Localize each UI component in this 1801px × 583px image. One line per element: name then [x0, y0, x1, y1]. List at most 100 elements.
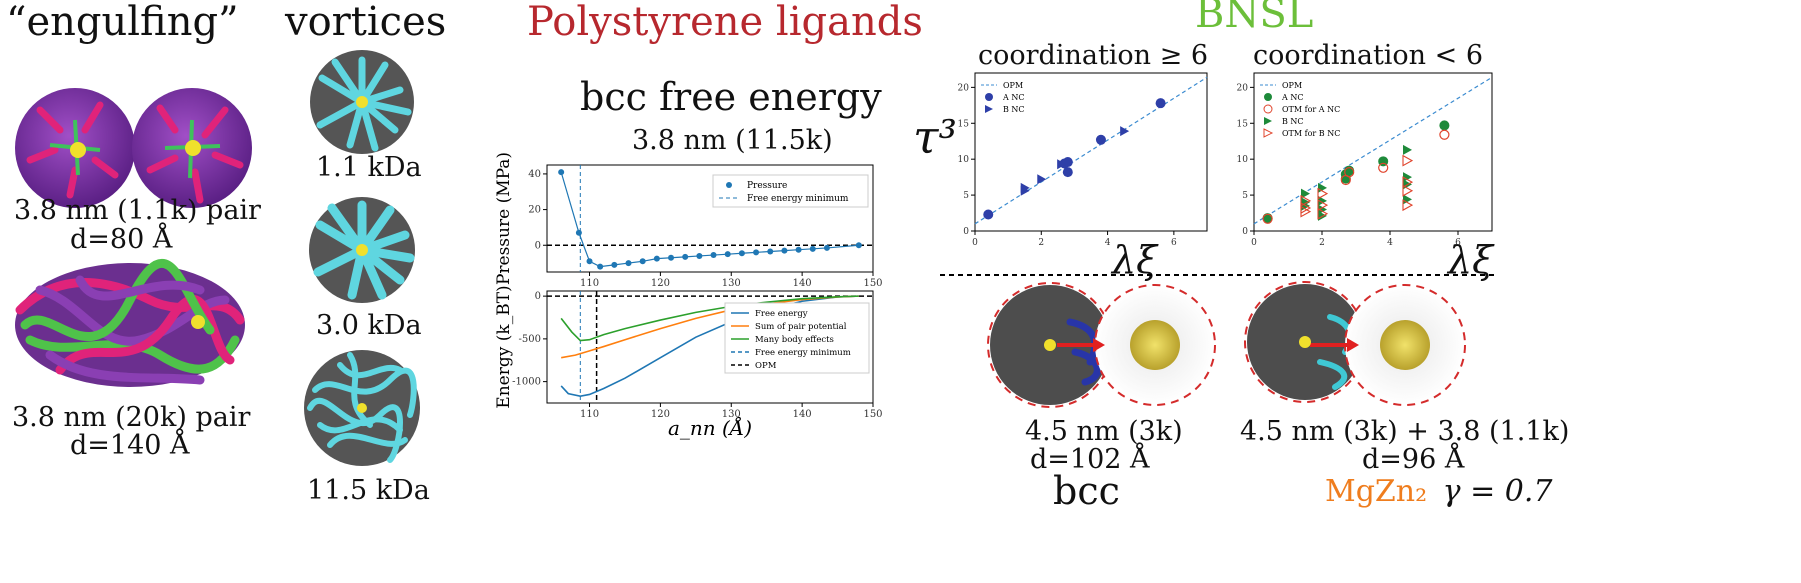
legend-label: Free energy minimum	[755, 348, 851, 358]
x-axis-label: a_nn (Å)	[668, 415, 752, 440]
bcc-render	[987, 282, 1216, 408]
vortex-11.5kDa-render	[304, 350, 420, 466]
b-nc-point	[1318, 195, 1327, 206]
legend-marker	[1263, 128, 1274, 138]
coord-lt6-title: coordination < 6	[1253, 40, 1484, 71]
otm-a-nc-point	[1344, 167, 1355, 178]
pressure-point	[781, 247, 788, 254]
pressure-point	[809, 245, 816, 252]
b-nc-point	[1403, 144, 1412, 155]
x-tick-label-2: 2	[1038, 238, 1044, 248]
legend-box	[712, 174, 869, 208]
pressure-point	[653, 255, 660, 262]
nc-pair-2-render	[15, 258, 245, 387]
mgzn2-distance: d=96 Å	[1362, 444, 1465, 475]
pressure-point	[823, 244, 830, 251]
x-tick-label-0: 0	[1251, 238, 1257, 248]
pressure-chart: 110 120 130 140 150 0 20 40 Pressure (MPa) Pressu…	[494, 152, 883, 289]
x-tick-label-6: 6	[1171, 238, 1177, 248]
b-nc-point	[1403, 172, 1412, 183]
legend-label: A NC	[1002, 93, 1024, 102]
coord-ge6-title: coordination ≥ 6	[978, 40, 1209, 71]
y-tick-label-15: 15	[1237, 119, 1249, 129]
x-tick-label-130: 130	[722, 409, 741, 420]
legend-label: OPM	[1003, 81, 1023, 90]
x-tick-label-150: 150	[863, 278, 882, 289]
vortices-header: vortices	[285, 0, 447, 45]
y-tick-label--1000: -1000	[512, 377, 541, 388]
y-tick-label-40: 40	[528, 169, 541, 180]
otm-b-nc-point	[1317, 187, 1329, 200]
bcc-distance: d=102 Å	[1030, 444, 1150, 475]
y-tick-label-5: 5	[963, 191, 969, 201]
legend-label: Many body effects	[755, 335, 834, 345]
bnsl-coord-ge6-chart: 0 2 4 6 0 5 10 15 20 OPM A NC B NC	[958, 72, 1208, 248]
legend-label: B NC	[1003, 105, 1025, 114]
polystyrene-header: Polystyrene ligands	[527, 0, 923, 45]
y-tick-label-0: 0	[1242, 227, 1248, 237]
y-tick-label-20: 20	[958, 83, 970, 93]
x-tick-label-150: 150	[863, 409, 882, 420]
b-nc-point	[1120, 126, 1130, 137]
otm-b-nc-point	[1300, 205, 1312, 218]
pressure-point	[558, 169, 565, 176]
legend-label: B NC	[1282, 117, 1304, 126]
legend-label-fe-min: Free energy minimum	[747, 194, 849, 204]
bcc-subtitle: 3.8 nm (11.5k)	[632, 125, 833, 156]
pair1-label: 3.8 nm (1.1k) pair	[14, 195, 261, 226]
y-tick-label-20: 20	[1237, 83, 1249, 93]
y-tick-label-10: 10	[958, 155, 970, 165]
pressure-point	[795, 246, 802, 253]
b-nc-point	[1020, 182, 1030, 193]
engulfing-renders	[15, 88, 252, 387]
x-tick-label-120: 120	[651, 409, 670, 420]
b-nc-point	[1301, 188, 1310, 199]
y-tick-label-10: 10	[1237, 155, 1249, 165]
tau-cubed-label: τ³	[913, 110, 957, 164]
plot-frame	[974, 72, 1208, 232]
x-tick-label-2: 2	[1319, 238, 1325, 248]
a-nc-point	[1262, 213, 1273, 224]
nc-pair-1-render	[15, 88, 252, 208]
y-tick-label-15: 15	[958, 119, 970, 129]
y-axis-label: Pressure (MPa)	[494, 152, 514, 285]
x-tick-label-120: 120	[651, 278, 670, 289]
x-tick-label-110: 110	[580, 278, 599, 289]
y-tick-label-20: 20	[528, 205, 541, 216]
otm-b-nc-point	[1402, 176, 1414, 189]
bnsl-header: BNSL	[1195, 0, 1314, 37]
otm-a-nc-point	[1262, 213, 1273, 224]
vortex-1.1kDa-render	[310, 50, 414, 154]
a-nc-point	[1095, 134, 1106, 145]
x-tick-label-4: 4	[1105, 238, 1111, 248]
pressure-point	[611, 261, 618, 268]
otm-b-nc-point	[1402, 184, 1414, 197]
x-tick-label-130: 130	[722, 278, 741, 289]
pair2-label: 3.8 nm (20k) pair	[12, 402, 251, 433]
otm-b-nc-point	[1402, 199, 1414, 212]
b-nc-point	[1057, 159, 1067, 170]
plot-frame	[546, 290, 874, 404]
x-tick-label-110: 110	[580, 409, 599, 420]
series-many-body-effects	[560, 295, 859, 342]
legend-label: Sum of pair potential	[755, 322, 847, 332]
mgzn2-nc-label: 4.5 nm (3k) + 3.8 (1.1k)	[1240, 416, 1570, 447]
otm-a-nc-point	[1439, 129, 1450, 140]
x-tick-label-140: 140	[793, 278, 812, 289]
vortex-label-3: 11.5 kDa	[307, 475, 430, 506]
x-tick-label-4: 4	[1387, 238, 1393, 248]
pressure-point	[625, 260, 632, 267]
pair1-distance: d=80 Å	[70, 224, 173, 255]
pressure-point	[575, 229, 582, 236]
pressure-point	[767, 248, 774, 255]
vortex-label-1: 1.1 kDa	[316, 152, 422, 183]
legend-marker	[985, 105, 993, 113]
plot-frame	[1253, 72, 1493, 232]
y-axis-label: Energy (k_BT)	[494, 285, 514, 408]
bcc-nc-label: 4.5 nm (3k)	[1025, 416, 1183, 447]
opm-line	[974, 76, 1208, 225]
legend-label: OPM	[755, 361, 777, 371]
pressure-point	[710, 252, 717, 259]
